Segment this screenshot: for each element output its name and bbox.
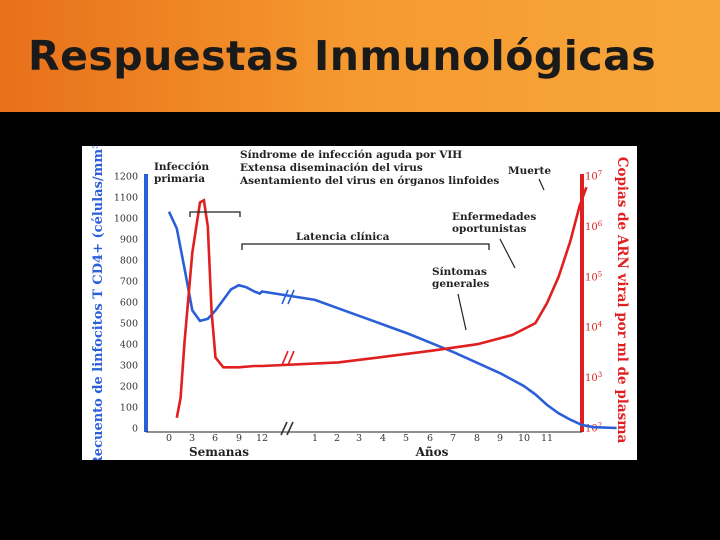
- right-tick-label: 102: [585, 422, 602, 435]
- left-tick-label: 300: [120, 361, 138, 372]
- x-year-tick-label: 3: [356, 433, 362, 444]
- right-axis-ticks: 107 106 105 104 103 102: [585, 170, 603, 435]
- right-tick-label: 106: [585, 220, 603, 233]
- symptoms-pointer: [457, 293, 467, 331]
- left-tick-label: 100: [120, 403, 138, 414]
- annotation-generales: generales: [432, 278, 489, 290]
- x-year-tick-label: 7: [450, 433, 456, 444]
- viral-break-marks: [281, 350, 295, 366]
- opportunistic-pointer: [499, 238, 516, 269]
- x-year-tick-label: 8: [474, 433, 480, 444]
- x-week-tick-label: 9: [236, 433, 242, 444]
- cd4-count-series-line: [167, 211, 617, 430]
- x-year-tick-label: 2: [334, 433, 340, 444]
- annotation-muerte: Muerte: [508, 165, 551, 177]
- viral-load-series-line: [175, 186, 588, 418]
- annotation-infeccion: Infección: [154, 161, 210, 173]
- annotation-enfermedades: Enfermedades: [452, 211, 536, 223]
- x-weeks-label: Semanas: [189, 445, 249, 459]
- annotation-diseminacion: Extensa diseminación del virus: [240, 162, 423, 174]
- left-tick-label: 400: [120, 340, 138, 351]
- left-tick-label: 1200: [114, 172, 138, 183]
- x-years-label: Años: [415, 445, 449, 459]
- annotation-primaria: primaria: [154, 173, 205, 185]
- left-tick-label: 1100: [114, 193, 138, 204]
- annotation-asentamiento: Asentamiento del virus en órganos linfoi…: [239, 175, 499, 187]
- left-axis-label: Recuento de linfocitos T CD4+ (células/m…: [91, 146, 106, 460]
- left-tick-label: 500: [120, 319, 138, 330]
- left-tick-label: 600: [120, 298, 138, 309]
- left-tick-label: 0: [132, 424, 138, 435]
- annotation-sintomas: Síntomas: [432, 266, 487, 278]
- x-week-tick-label: 0: [166, 433, 172, 444]
- annotation-sindrome: Síndrome de infección aguda por VIH: [240, 149, 462, 161]
- left-tick-label: 800: [120, 256, 138, 267]
- left-tick-label: 700: [120, 277, 138, 288]
- right-tick-label: 107: [585, 170, 602, 183]
- annotation-latencia: Latencia clínica: [296, 231, 390, 243]
- left-tick-label: 1000: [114, 214, 138, 225]
- x-year-tick-label: 4: [380, 433, 386, 444]
- x-week-tick-label: 3: [189, 433, 195, 444]
- x-week-tick-label: 12: [256, 433, 268, 444]
- death-pointer: [538, 178, 545, 191]
- x-year-tick-label: 10: [518, 433, 530, 444]
- title-bar: Respuestas Inmunológicas: [0, 0, 720, 112]
- chart-panel: Recuento de linfocitos T CD4+ (células/m…: [82, 137, 637, 467]
- x-year-tick-label: 11: [541, 433, 553, 444]
- right-tick-label: 105: [585, 270, 602, 283]
- x-axis-ticks: 0 3 6 9 12 1 2 3 4 5 6 7 8 9 10 11: [166, 433, 553, 444]
- right-tick-label: 103: [585, 371, 602, 384]
- annotation-oportunistas: oportunistas: [452, 223, 527, 235]
- x-year-tick-label: 9: [497, 433, 503, 444]
- x-week-tick-label: 6: [212, 433, 218, 444]
- left-tick-label: 900: [120, 235, 138, 246]
- axis-break-marks: [280, 421, 294, 436]
- clinical-latency-bracket: [241, 243, 490, 250]
- left-tick-label: 200: [120, 382, 138, 393]
- right-tick-label: 104: [585, 321, 603, 334]
- x-year-tick-label: 6: [427, 433, 433, 444]
- slide-title: Respuestas Inmunológicas: [28, 32, 657, 80]
- right-axis-label: Copias de ARN viral por ml de plasma: [614, 157, 630, 444]
- x-year-tick-label: 5: [403, 433, 409, 444]
- cd4-break-marks: [281, 289, 295, 305]
- x-year-tick-label: 1: [312, 433, 318, 444]
- hiv-immune-response-chart: Recuento de linfocitos T CD4+ (células/m…: [91, 137, 630, 467]
- primary-infection-bracket: [189, 211, 241, 217]
